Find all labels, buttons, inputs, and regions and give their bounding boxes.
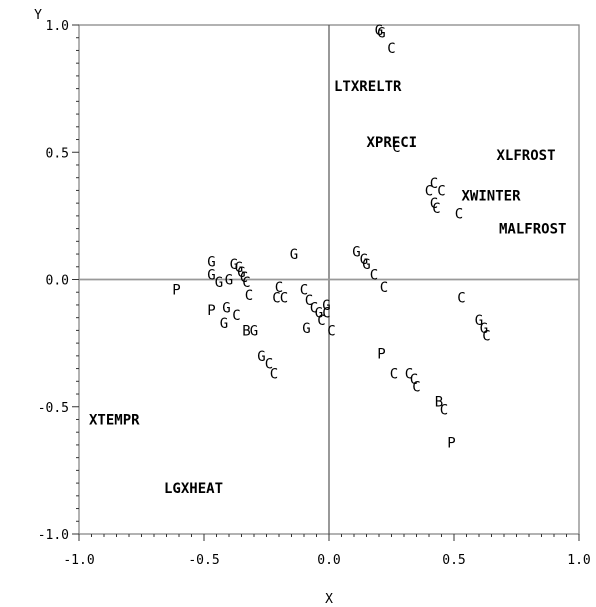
data-point: P bbox=[447, 435, 455, 451]
data-point: C bbox=[432, 201, 440, 217]
data-point: C bbox=[440, 402, 448, 418]
data-point: G bbox=[215, 275, 223, 291]
x-tick-label: 0.5 bbox=[442, 553, 465, 568]
data-point: C bbox=[482, 328, 490, 344]
data-point: C bbox=[232, 308, 240, 324]
data-point: C bbox=[245, 288, 253, 304]
y-tick-label: -1.0 bbox=[38, 528, 69, 543]
x-tick-label: 1.0 bbox=[567, 553, 590, 568]
data-point: C bbox=[280, 290, 288, 306]
data-point: C bbox=[270, 367, 278, 383]
y-tick-label: 0.0 bbox=[46, 274, 69, 289]
data-point: G bbox=[302, 321, 310, 337]
reference-lines bbox=[79, 25, 579, 534]
axis-ticks: -1.0 -0.5 0.0 0.5 1.0 1.0 0.5 0.0 -0.5 -1.0 bbox=[38, 19, 591, 568]
data-point: G bbox=[377, 26, 385, 42]
y-axis-title: Y bbox=[34, 8, 42, 23]
variable-label: XTEMPR bbox=[89, 412, 140, 428]
y-tick-label: 1.0 bbox=[46, 19, 69, 34]
x-axis-title: X bbox=[325, 592, 333, 607]
y-tick-label: 0.5 bbox=[46, 146, 69, 161]
y-tick-label: -0.5 bbox=[38, 401, 69, 416]
data-point: C bbox=[387, 41, 395, 57]
variable-label: XPRECI bbox=[367, 135, 418, 151]
data-point: P bbox=[172, 283, 180, 299]
data-point: C bbox=[370, 267, 378, 283]
data-point: P bbox=[207, 303, 215, 319]
variable-label: XWINTER bbox=[462, 189, 522, 205]
variable-label: XLFROST bbox=[497, 148, 556, 164]
data-point: G bbox=[225, 273, 233, 289]
data-point: C bbox=[457, 290, 465, 306]
x-tick-label: -1.0 bbox=[63, 553, 94, 568]
data-point: C bbox=[455, 206, 463, 222]
variable-label: MALFROST bbox=[499, 222, 566, 238]
x-tick-label: -0.5 bbox=[188, 553, 219, 568]
data-point: C bbox=[327, 323, 335, 339]
variable-label: LTXRELTR bbox=[334, 79, 402, 95]
variable-labels: LTXRELTR XPRECI XLFROST XWINTER MALFROST XTEM… bbox=[89, 79, 566, 497]
data-point: G bbox=[250, 323, 258, 339]
data-point: C bbox=[412, 379, 420, 395]
variable-label: LGXHEAT bbox=[164, 481, 223, 497]
data-point: G bbox=[290, 247, 298, 263]
data-point: C bbox=[437, 183, 445, 199]
data-point: C bbox=[380, 280, 388, 296]
data-point: C bbox=[390, 367, 398, 383]
data-point: G bbox=[222, 300, 230, 316]
data-point: G bbox=[322, 298, 330, 314]
data-point: P bbox=[377, 346, 385, 362]
data-point: G bbox=[220, 316, 228, 332]
x-tick-label: 0.0 bbox=[317, 553, 340, 568]
